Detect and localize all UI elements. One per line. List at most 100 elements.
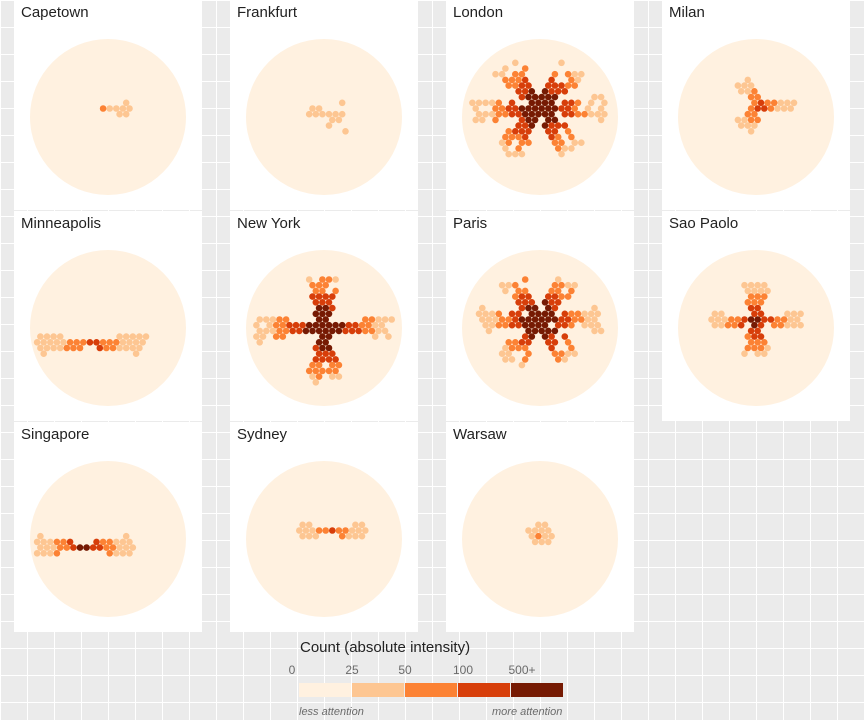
hexbin-cell <box>518 116 526 124</box>
hexbin-cell <box>47 538 54 546</box>
hexbin-cell <box>525 350 532 357</box>
hexbin-cell <box>73 339 80 346</box>
hexbin-cell <box>591 93 598 101</box>
hexbin-cell <box>784 99 791 107</box>
hexbin-cell <box>322 350 329 357</box>
hexbin-cell <box>587 310 595 318</box>
panel-title: London <box>453 4 504 21</box>
city-panel: Sydney <box>230 422 418 632</box>
hexbin-cell <box>469 99 476 107</box>
hexbin-cell <box>485 327 493 335</box>
hexbin-cell <box>564 281 572 289</box>
hexbin-cell <box>80 339 87 346</box>
hexbin-cell <box>342 327 349 335</box>
hexbin-cell <box>751 321 758 329</box>
hexbin-cell <box>56 544 64 551</box>
hexbin-cell <box>574 310 582 318</box>
hexbin-cell <box>329 527 336 534</box>
hexbin-cell <box>47 339 54 346</box>
hexbin-cell <box>338 532 346 540</box>
hexbin-cell <box>508 344 516 352</box>
hexbin-cell <box>276 316 283 323</box>
hexbin-cell <box>116 544 123 551</box>
hexbin-map <box>246 39 402 195</box>
hexbin-cell <box>718 321 725 329</box>
hexbin-cell <box>548 110 555 118</box>
hexbin-cell <box>99 538 107 546</box>
hexbin-cell <box>561 145 569 152</box>
hexbin-cell <box>548 532 555 540</box>
hexbin-cell <box>761 339 768 346</box>
hexbin-cell <box>545 327 552 335</box>
hexbin-cell <box>734 82 742 89</box>
hexbin-cell <box>754 116 761 124</box>
hexbin-cell <box>561 321 569 329</box>
hexbin-cell <box>332 287 339 295</box>
hexbin-cell <box>505 128 512 135</box>
hexbin-cell <box>515 133 522 141</box>
hexbin-cell <box>541 88 549 95</box>
hexbin-cell <box>538 538 545 546</box>
hexbin-cell <box>548 76 555 84</box>
hexbin-cell <box>601 110 608 118</box>
hexbin-cell <box>525 116 532 124</box>
hexbin-cell <box>548 133 555 141</box>
hexbin-cell <box>531 304 539 312</box>
hexbin-cell <box>50 544 57 551</box>
hexbin-cell <box>744 122 752 129</box>
hexbin-cell <box>299 521 306 529</box>
hexbin-cell <box>109 544 117 551</box>
hexbin-map <box>246 250 402 406</box>
hexbin-cell <box>508 76 516 84</box>
hexbin-cell <box>521 88 529 95</box>
hexbin-cell <box>790 310 798 318</box>
hexbin-cell <box>512 150 519 158</box>
hexbin-cell <box>525 527 532 534</box>
hexbin-cell <box>525 293 532 300</box>
hexbin-cell <box>525 128 532 135</box>
hexbin-cell <box>492 116 499 124</box>
hexbin-cell <box>525 82 532 89</box>
hexbin-cell <box>322 327 329 335</box>
hexbin-cell <box>551 105 559 112</box>
hexbin-cell <box>106 339 113 346</box>
hexbin-cell <box>551 350 559 357</box>
hexbin-cell <box>113 550 120 557</box>
hexbin-cell <box>488 110 496 118</box>
hexbin-cell <box>312 287 320 295</box>
hexbin-cell <box>737 321 745 329</box>
hexbin-cell <box>521 276 529 283</box>
hexbin-cell <box>531 116 539 124</box>
hexbin-cell <box>554 122 562 129</box>
hexbin-cell <box>505 281 512 289</box>
hexbin-map <box>462 39 618 195</box>
hexbin-cell <box>282 316 290 323</box>
hexbin-cell <box>518 361 526 369</box>
hexbin-cell <box>322 293 329 300</box>
hexbin-cell <box>561 110 569 118</box>
hexbin-cell <box>518 82 526 89</box>
hexbin-cell <box>305 321 313 329</box>
hexbin-cell <box>751 110 758 118</box>
hexbin-cell <box>541 299 549 306</box>
hexbin-cell <box>315 105 323 112</box>
hexbin-cell <box>338 110 346 118</box>
hexbin-cell <box>296 527 303 534</box>
hexbin-cell <box>741 316 748 323</box>
hexbin-cell <box>113 105 120 112</box>
hexbin-cell <box>362 327 369 335</box>
hexbin-cell <box>305 521 313 529</box>
hexbin-cell <box>531 527 539 534</box>
hexbin-cell <box>76 544 84 551</box>
hexbin-cell <box>770 99 778 107</box>
hexbin-cell <box>558 350 565 357</box>
hexbin-cell <box>761 350 768 357</box>
hexbin-cell <box>754 281 761 289</box>
legend-swatch <box>511 683 563 697</box>
hexbin-cell <box>508 133 516 141</box>
hexbin-cell <box>528 532 536 540</box>
hexbin-cell <box>319 356 326 363</box>
hexbin-cell <box>744 76 752 84</box>
hexbin-cell <box>512 339 519 346</box>
hexbin-cell <box>472 116 479 124</box>
